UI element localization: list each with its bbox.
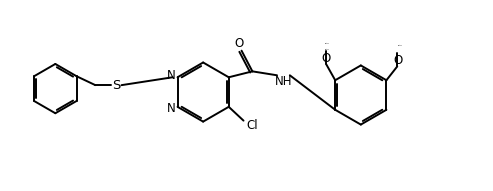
Text: methyl: methyl [325, 43, 330, 44]
Text: O: O [235, 37, 244, 50]
Text: methyl: methyl [398, 45, 403, 46]
Text: S: S [112, 79, 120, 92]
Text: N: N [167, 69, 176, 82]
Text: O: O [393, 53, 402, 66]
Text: methyl: methyl [325, 49, 330, 50]
Text: NH: NH [275, 75, 293, 88]
Text: O: O [321, 52, 330, 65]
Text: N: N [167, 102, 176, 115]
Text: Cl: Cl [246, 119, 258, 132]
